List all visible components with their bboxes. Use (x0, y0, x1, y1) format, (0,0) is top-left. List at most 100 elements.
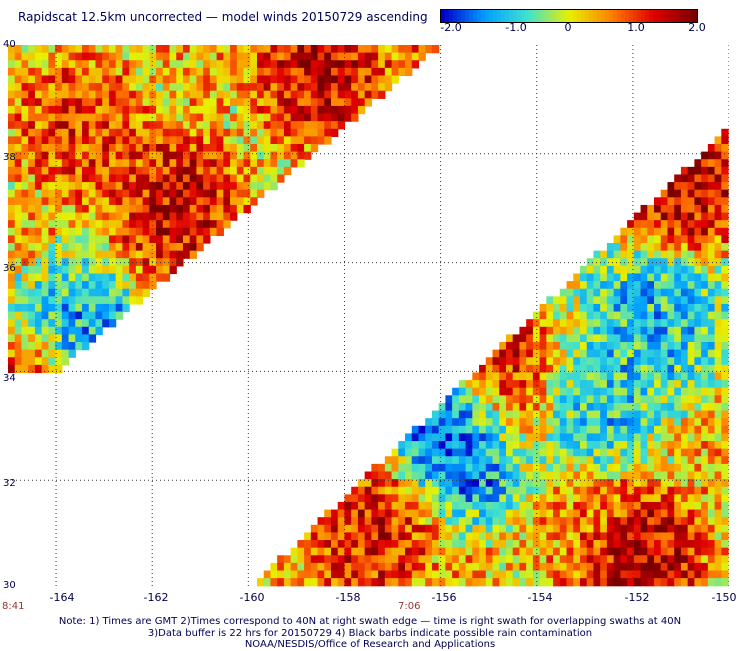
wind-cell (398, 555, 406, 564)
wind-cell (411, 486, 420, 495)
wind-cell (586, 463, 595, 473)
wind-cell (122, 250, 130, 259)
wind-cell (55, 98, 63, 107)
wind-cell (431, 570, 440, 579)
wind-cell (55, 250, 63, 259)
wind-cell (34, 67, 43, 77)
wind-cell (479, 456, 487, 465)
wind-cell (55, 197, 63, 206)
wind-cell (633, 555, 642, 564)
wind-cell (156, 227, 164, 236)
wind-cell (156, 90, 164, 99)
wind-cell (667, 509, 675, 518)
wind-cell (512, 364, 521, 374)
wind-cell (209, 174, 218, 183)
wind-cell (512, 562, 521, 572)
wind-cell (667, 479, 675, 488)
wind-cell (331, 113, 339, 122)
wind-cell (88, 235, 97, 244)
wind-cell (398, 570, 406, 579)
wind-cell (223, 113, 231, 122)
colorbar-swatch (633, 10, 638, 22)
wind-cell (149, 83, 157, 92)
wind-cell (216, 83, 224, 92)
wind-cell (479, 433, 487, 442)
wind-cell (425, 441, 433, 450)
wind-cell (115, 189, 123, 198)
wind-cell (135, 159, 144, 168)
wind-cell (701, 326, 709, 336)
wind-cell (129, 60, 137, 69)
wind-cell (707, 227, 716, 236)
wind-cell (337, 83, 346, 92)
wind-cell (472, 555, 480, 564)
wind-cell (559, 326, 568, 336)
wind-cell (633, 479, 642, 488)
wind-cell (297, 555, 305, 564)
wind-cell (647, 494, 655, 503)
wind-cell (492, 448, 500, 457)
wind-cell (169, 98, 177, 107)
wind-cell (499, 509, 507, 518)
wind-cell (391, 60, 399, 69)
wind-cell (297, 90, 305, 99)
wind-cell (479, 402, 487, 412)
wind-cell (82, 227, 90, 236)
wind-cell (290, 159, 298, 168)
wind-cell (546, 372, 554, 381)
wind-cell (162, 220, 171, 229)
wind-cell (647, 555, 655, 564)
wind-cell (142, 144, 150, 153)
wind-cell (654, 250, 662, 259)
wind-cell (600, 578, 608, 587)
wind-cell (203, 136, 211, 145)
wind-cell (606, 395, 615, 404)
wind-cell (364, 75, 372, 84)
wind-cell (129, 98, 137, 107)
wind-cell (532, 334, 541, 343)
colorbar-swatch (657, 10, 662, 22)
wind-cell (209, 128, 218, 137)
colorbar-swatch (457, 10, 462, 22)
wind-cell (680, 555, 689, 564)
wind-cell (28, 319, 36, 328)
wind-cell (654, 212, 662, 221)
wind-cell (694, 380, 702, 389)
wind-cell (600, 281, 608, 290)
wind-cell (687, 227, 695, 236)
wind-cell (633, 319, 642, 328)
wind-cell (660, 235, 669, 244)
wind-cell (41, 128, 49, 137)
wind-cell (546, 486, 554, 495)
wind-cell (606, 281, 615, 290)
wind-cell (680, 441, 689, 450)
wind-cell (492, 494, 500, 503)
wind-cell (250, 52, 258, 61)
wind-cell (519, 463, 527, 473)
wind-cell (182, 121, 191, 130)
wind-cell (499, 486, 507, 495)
wind-cell (14, 128, 23, 137)
wind-cell (156, 75, 164, 84)
wind-cell (425, 555, 433, 564)
wind-cell (14, 349, 23, 358)
wind-cell (627, 471, 635, 480)
wind-cell (526, 410, 534, 419)
wind-cell (230, 144, 238, 153)
wind-cell (95, 303, 103, 313)
wind-cell (512, 380, 521, 389)
wind-cell (707, 235, 716, 244)
wind-cell (431, 463, 440, 473)
wind-cell (324, 555, 332, 564)
wind-cell (418, 52, 426, 61)
wind-cell (680, 380, 689, 389)
wind-cell (526, 334, 534, 343)
wind-cell (532, 410, 541, 419)
wind-cell (55, 166, 63, 176)
wind-cell (156, 105, 164, 115)
wind-cell (122, 273, 130, 282)
wind-cell (566, 418, 574, 427)
wind-cell (371, 52, 379, 61)
wind-cell (714, 387, 722, 396)
wind-cell (519, 509, 527, 518)
